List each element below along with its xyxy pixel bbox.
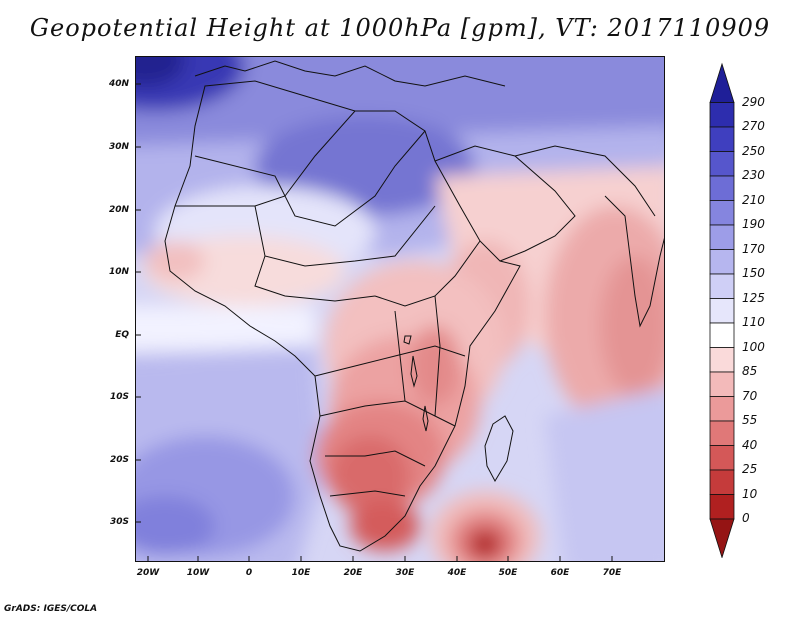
- lat-label-eq: EQ: [115, 330, 129, 340]
- lat-label-20n: 20N: [108, 205, 129, 215]
- colorbar-top-arrow: [709, 62, 735, 103]
- colorbar-label: 55: [742, 413, 758, 427]
- lon-label-0: 0: [245, 568, 253, 578]
- colorbar-label: 125: [742, 290, 765, 305]
- grads-credit: GrADS: IGES/COLA: [4, 604, 98, 614]
- lon-label-40e: 40E: [447, 568, 467, 578]
- lon-label-20w: 20W: [136, 568, 160, 578]
- colorbar-label: 270: [742, 119, 765, 133]
- lon-label-20e: 20E: [343, 568, 363, 578]
- colorbar-label: 40: [742, 437, 758, 452]
- colorbar-label: 250: [742, 143, 765, 158]
- colorbar-cell: [709, 420, 735, 446]
- colorbar-label: 190: [742, 217, 765, 231]
- axis-ticks: [135, 83, 613, 562]
- colorbar-label: 170: [742, 241, 765, 256]
- colorbar-label: 85: [742, 364, 758, 378]
- colorbar-cell: [709, 347, 735, 373]
- colorbar-label: 230: [742, 168, 765, 182]
- colorbar-label: 100: [742, 339, 765, 354]
- colorbar-cell: [709, 396, 735, 422]
- lon-label-10e: 10E: [291, 568, 311, 578]
- colorbar-label: 210: [742, 192, 765, 207]
- colorbar-label: 290: [742, 94, 765, 109]
- lon-label-30e: 30E: [395, 568, 415, 578]
- lon-label-10w: 10W: [186, 568, 210, 578]
- colorbar-cell: [709, 102, 735, 128]
- colorbar-cell: [709, 445, 735, 471]
- geopotential-map: [135, 56, 665, 562]
- lon-label-70e: 70E: [602, 568, 622, 578]
- colorbar: [709, 62, 735, 558]
- map-frame: [135, 56, 665, 562]
- colorbar-bottom-arrow: [709, 518, 735, 558]
- plot-title: Geopotential Height at 1000hPa [gpm], VT…: [29, 14, 771, 42]
- lat-label-30n: 30N: [108, 142, 129, 152]
- colorbar-cell: [709, 469, 735, 495]
- lat-label-30s: 30S: [109, 517, 129, 527]
- colorbar-label: 25: [742, 462, 758, 476]
- colorbar-cell: [709, 371, 735, 397]
- colorbar-cell: [709, 224, 735, 250]
- lon-label-60e: 60E: [550, 568, 570, 578]
- colorbar-cell: [709, 151, 735, 177]
- colorbar-cell: [709, 249, 735, 275]
- lon-label-50e: 50E: [498, 568, 518, 578]
- colorbar-cell: [709, 126, 735, 152]
- colorbar-label: 0: [742, 511, 750, 525]
- lat-label-40n: 40N: [108, 79, 129, 89]
- coastlines: [164, 60, 665, 552]
- lat-label-10s: 10S: [109, 392, 129, 402]
- colorbar-label: 150: [742, 266, 765, 280]
- colorbar-cell: [709, 200, 735, 226]
- lat-label-10n: 10N: [108, 267, 129, 277]
- lat-label-20s: 20S: [109, 455, 129, 465]
- colorbar-cell: [709, 273, 735, 299]
- colorbar-cell: [709, 298, 735, 324]
- colorbar-label: 110: [742, 315, 765, 329]
- colorbar-cell: [709, 494, 735, 520]
- colorbar-label: 70: [742, 388, 758, 403]
- colorbar-cell: [709, 322, 735, 348]
- colorbar-label: 10: [742, 486, 758, 501]
- colorbar-cell: [709, 175, 735, 201]
